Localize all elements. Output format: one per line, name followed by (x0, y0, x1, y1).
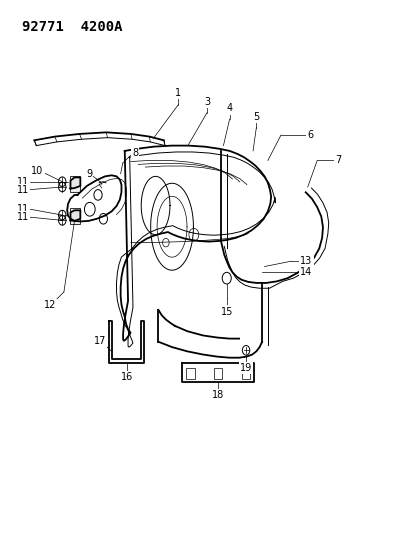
Polygon shape (70, 211, 80, 221)
Text: 14: 14 (300, 267, 312, 277)
Text: 6: 6 (307, 130, 313, 140)
Text: 92771  4200A: 92771 4200A (22, 20, 122, 34)
Text: 15: 15 (220, 306, 233, 317)
Text: 11: 11 (17, 204, 29, 214)
Text: 16: 16 (121, 372, 133, 382)
Polygon shape (70, 177, 80, 189)
Text: 1: 1 (175, 87, 181, 98)
Bar (70, 176, 79, 192)
Text: 17: 17 (94, 336, 106, 346)
Text: 7: 7 (335, 156, 341, 165)
Bar (214, 368, 222, 379)
Text: 11: 11 (17, 176, 29, 187)
Text: 11: 11 (17, 184, 29, 195)
Text: 13: 13 (300, 256, 312, 266)
Bar (186, 368, 194, 379)
Text: 18: 18 (211, 390, 224, 400)
Text: 4: 4 (226, 103, 232, 114)
Bar (241, 368, 249, 379)
Text: 5: 5 (253, 112, 259, 122)
Text: 11: 11 (17, 212, 29, 222)
Text: 12: 12 (44, 300, 56, 310)
Text: 10: 10 (31, 166, 44, 176)
Text: 9: 9 (86, 169, 92, 179)
Text: 3: 3 (204, 97, 209, 107)
Text: 8: 8 (132, 148, 138, 158)
Bar (70, 208, 79, 224)
Text: 19: 19 (240, 364, 252, 373)
